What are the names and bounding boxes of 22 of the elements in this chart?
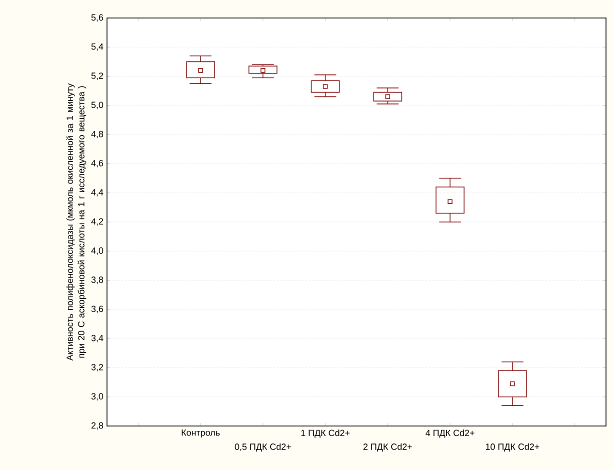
x-tick-label: 4 ПДК Cd2+ [426,430,474,438]
y-tick-label: 4,6 [91,160,104,168]
y-tick-label: 4,2 [91,218,104,226]
x-tick-label: 0,5 ПДК Cd2+ [234,443,291,452]
y-tick-label: 5,2 [91,72,104,80]
x-tick-label: 1 ПДК Cd2+ [301,430,350,438]
x-tick-label: 10 ПДК Cd2+ [486,443,540,452]
x-tick-label: Контроль [182,430,220,438]
y-tick-label: 3,8 [91,276,104,284]
y-tick-label: 5,4 [91,43,104,51]
y-tick-label: 3,2 [91,364,104,372]
y-tick-label: 3,0 [91,393,104,401]
y-tick-label: 2,8 [91,422,104,430]
y-tick-label: 5,0 [91,102,104,110]
y-tick-label: 3,6 [91,306,104,314]
x-tick-label: 2 ПДК Cd2+ [363,443,412,452]
y-tick-label: 4,8 [91,130,104,138]
y-tick-label: 4,0 [91,247,104,255]
y-tick-label: 3,4 [91,334,104,342]
y-tick-label: 5,6 [91,14,104,22]
y-axis-title: Активность полифенолоксидазы (мкмоль окисленной за 1 минуту при 20 С аскорбиновой кислоты на 1 г исследуемого вещества ) [66,83,86,361]
y-tick-label: 4,4 [91,189,104,196]
